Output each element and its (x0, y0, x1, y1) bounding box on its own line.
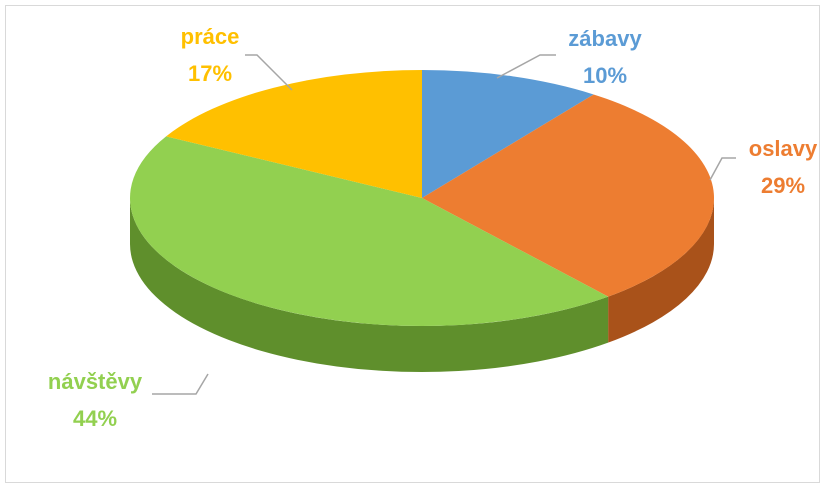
slice (422, 70, 594, 198)
data-label-name: zábavy (568, 26, 642, 51)
data-label-value: 29% (761, 173, 805, 198)
slice-side (608, 198, 714, 343)
slice-side (129, 198, 609, 373)
data-label-value: 10% (583, 63, 627, 88)
leader-line (245, 54, 293, 91)
slice (422, 94, 714, 297)
leader-line (152, 373, 209, 395)
leader-line (496, 54, 556, 79)
data-label-value: 44% (73, 406, 117, 431)
data-label-name: návštěvy (48, 369, 143, 394)
data-label-name: oslavy (749, 136, 818, 161)
slice (130, 136, 609, 326)
slice (166, 70, 422, 198)
data-label-name: práce (181, 24, 240, 49)
data-label-value: 17% (188, 61, 232, 86)
leader-line (709, 157, 736, 181)
